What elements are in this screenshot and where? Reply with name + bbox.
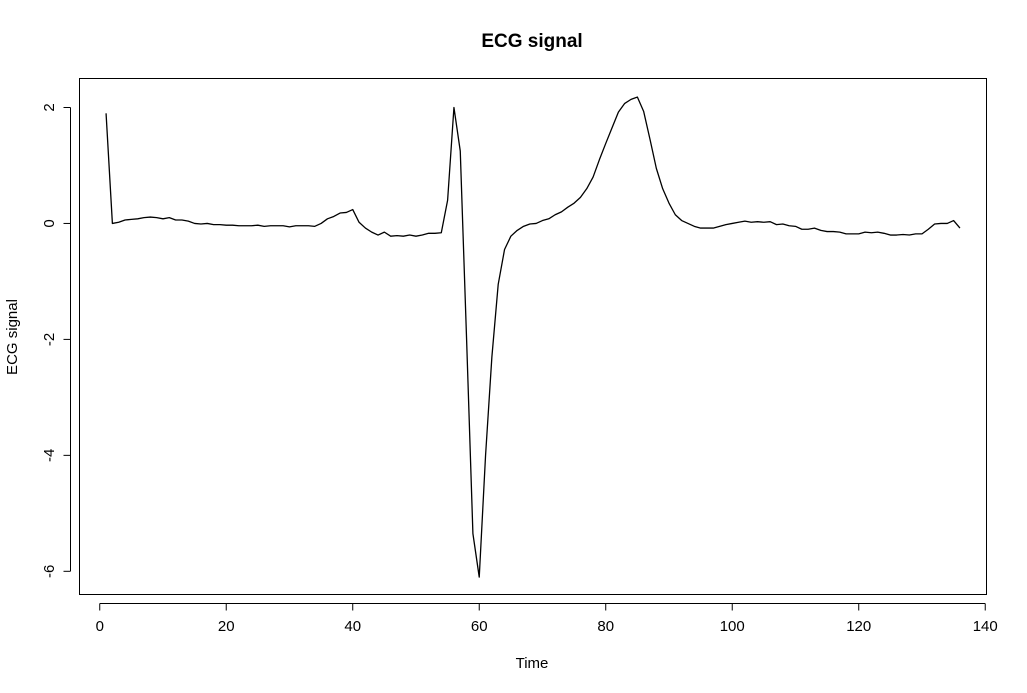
x-tick-label: 140 — [973, 618, 998, 635]
x-tick-label: 80 — [597, 618, 614, 635]
x-axis: 0 20 40 60 80 100 120 140 — [96, 603, 998, 635]
y-tick-label: -4 — [41, 449, 58, 462]
x-tick-label: 40 — [344, 618, 361, 635]
x-tick-label: 0 — [96, 618, 104, 635]
x-tick-label: 100 — [720, 618, 745, 635]
series-group — [105, 96, 961, 578]
x-axis-label: Time — [516, 655, 549, 672]
plot-frame — [79, 78, 987, 595]
chart-title: ECG signal — [481, 31, 582, 52]
x-tick-label: 120 — [846, 618, 871, 635]
y-tick-label: -2 — [41, 333, 58, 346]
y-tick-label: 0 — [41, 219, 58, 227]
y-axis-label: ECG signal — [4, 299, 21, 375]
y-tick-label: -6 — [41, 565, 58, 578]
series-line-0 — [105, 96, 961, 578]
y-tick-label: 2 — [41, 103, 58, 111]
y-axis: 2 0 -2 -4 -6 — [41, 103, 71, 578]
x-tick-label: 20 — [218, 618, 235, 635]
x-tick-label: 60 — [471, 618, 488, 635]
